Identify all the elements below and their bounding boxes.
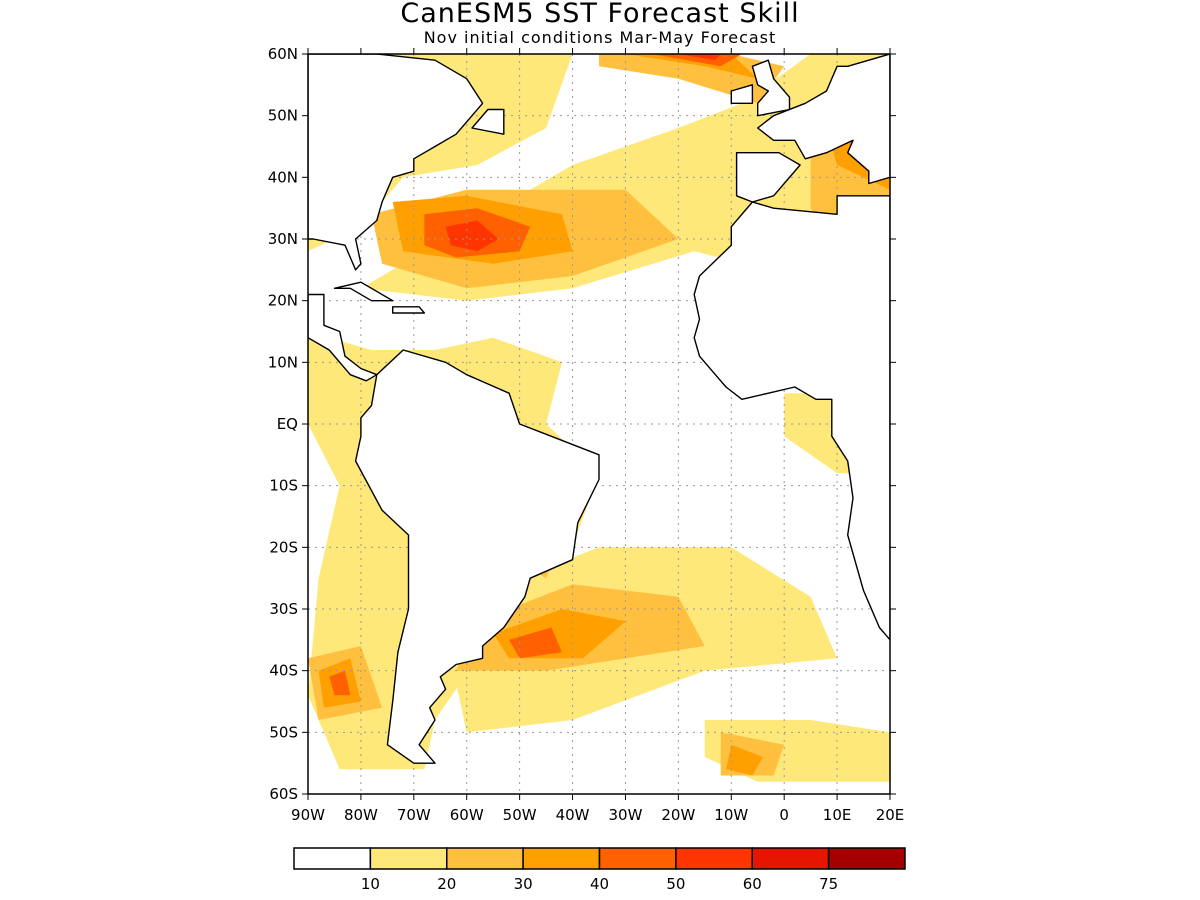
lon-tick-label: 70W bbox=[397, 806, 431, 824]
lon-tick-label: 20E bbox=[876, 806, 905, 824]
lon-tick-label: 80W bbox=[344, 806, 378, 824]
lat-tick-label: 50N bbox=[268, 107, 298, 125]
land-great-britain bbox=[751, 59, 791, 117]
lat-tick-label: 30S bbox=[269, 600, 298, 618]
coastlines bbox=[308, 54, 890, 764]
lat-tick-label: 20S bbox=[269, 538, 298, 556]
land-europe bbox=[757, 54, 890, 185]
lon-tick-label: 90W bbox=[291, 806, 325, 824]
skill-region-level-5 bbox=[678, 54, 721, 61]
skill-region-level-4 bbox=[329, 670, 351, 696]
land-south-america bbox=[354, 349, 600, 764]
land-cuba bbox=[333, 281, 394, 302]
colorbar-swatch bbox=[827, 847, 906, 870]
lat-tick-label: 40S bbox=[269, 662, 298, 680]
lat-tick-label: 10S bbox=[269, 477, 298, 495]
colorbar-label: 10 bbox=[361, 875, 380, 893]
colorbar-swatch bbox=[369, 847, 448, 870]
colorbar-label: 40 bbox=[590, 875, 609, 893]
colorbar-swatch bbox=[598, 847, 677, 870]
lon-tick-label: 30W bbox=[608, 806, 642, 824]
land-iberia bbox=[735, 151, 801, 203]
colorbar-label: 50 bbox=[666, 875, 685, 893]
colorbar-swatch bbox=[751, 847, 830, 870]
colorbar-swatch bbox=[446, 847, 524, 870]
lat-tick-label: 40N bbox=[268, 168, 298, 186]
lat-tick-label: EQ bbox=[277, 415, 298, 433]
lon-tick-label: 20W bbox=[661, 806, 695, 824]
map-plot-area: 60N 50N 40N 30N 20N 10N EQ 10S 20S 30S 40S 50S 60S 90… bbox=[268, 45, 905, 824]
lon-tick-label: 10W bbox=[714, 806, 748, 824]
colorbar-label: 20 bbox=[437, 875, 456, 893]
land-newfoundland bbox=[471, 108, 505, 135]
chart-subtitle: Nov initial conditions Mar-May Forecast bbox=[423, 28, 777, 47]
skill-region-level-3 bbox=[726, 744, 763, 776]
skill-region-level-4 bbox=[651, 54, 742, 67]
lon-tick-label: 50W bbox=[503, 806, 537, 824]
lon-tick-label: 0 bbox=[779, 806, 789, 824]
land-ireland bbox=[730, 84, 754, 105]
land-hispaniola bbox=[392, 306, 426, 314]
land-central-america bbox=[308, 293, 378, 382]
lat-tick-label: 60N bbox=[268, 45, 298, 63]
lat-tick-label: 30N bbox=[268, 230, 298, 248]
lon-tick-label: 60W bbox=[450, 806, 484, 824]
land-north-america bbox=[308, 54, 484, 271]
skill-region-level-5 bbox=[445, 220, 499, 252]
colorbar: 10 20 30 40 50 60 75 bbox=[293, 847, 906, 893]
colorbar-label: 60 bbox=[743, 875, 762, 893]
chart-title: CanESM5 SST Forecast Skill bbox=[400, 0, 800, 29]
lat-tick-label: 20N bbox=[268, 292, 298, 310]
axis-ticks: 60N 50N 40N 30N 20N 10N EQ 10S 20S 30S 40S 50S 60S 90… bbox=[268, 45, 905, 824]
skill-region-level-4 bbox=[509, 627, 562, 659]
colorbar-label: 75 bbox=[819, 875, 838, 893]
colorbar-label: 30 bbox=[514, 875, 533, 893]
colorbar-swatch bbox=[675, 847, 753, 870]
colorbar-swatch bbox=[522, 847, 601, 870]
lat-tick-label: 50S bbox=[269, 723, 298, 741]
lon-tick-label: 40W bbox=[556, 806, 590, 824]
colorbar-swatch bbox=[293, 847, 372, 870]
land-africa bbox=[693, 195, 890, 641]
lon-tick-label: 10E bbox=[823, 806, 852, 824]
lat-tick-label: 60S bbox=[269, 785, 298, 803]
lat-tick-label: 10N bbox=[268, 353, 298, 371]
